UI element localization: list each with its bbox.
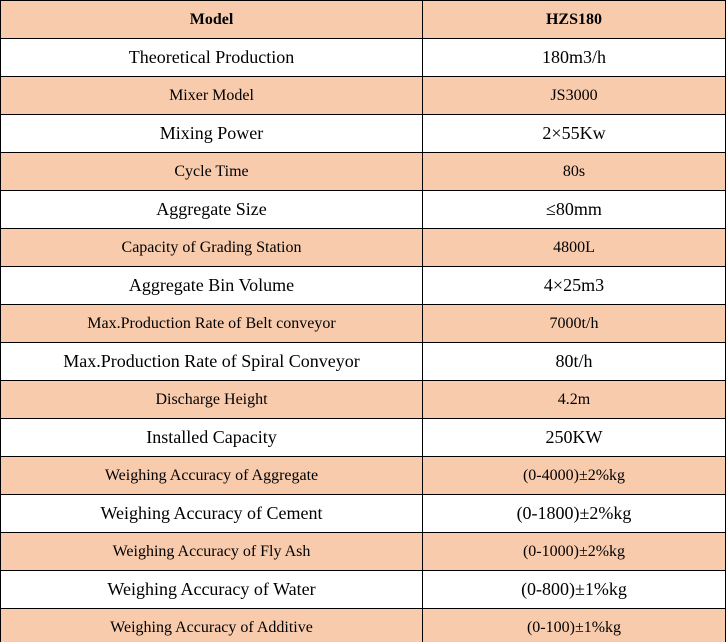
table-row: Max.Production Rate of Spiral Conveyor 80…	[0, 342, 726, 381]
table-body: Theoretical Production 180m3/h Mixer Model…	[0, 38, 726, 642]
table-row: Mixer Model JS3000	[0, 76, 726, 115]
table-row: Installed Capacity 250KW	[0, 418, 726, 457]
parameter-cell: Weighing Accuracy of Cement	[0, 494, 423, 533]
value-cell: JS3000	[422, 76, 726, 115]
value-cell: 4×25m3	[422, 266, 726, 305]
value-cell: (0-1000)±2%kg	[422, 532, 726, 571]
table-row: Capacity of Grading Station 4800L	[0, 228, 726, 267]
parameter-cell: Cycle Time	[0, 152, 423, 191]
header-row: Model HZS180	[0, 0, 726, 39]
value-cell: (0-800)±1%kg	[422, 570, 726, 609]
parameter-cell: Capacity of Grading Station	[0, 228, 423, 267]
parameter-cell: Weighing Accuracy of Water	[0, 570, 423, 609]
parameter-cell: Weighing Accuracy of Fly Ash	[0, 532, 423, 571]
header-cell: HZS180	[422, 0, 726, 39]
value-cell: 80t/h	[422, 342, 726, 381]
value-cell: 7000t/h	[422, 304, 726, 343]
value-cell: (0-100)±1%kg	[422, 608, 726, 642]
value-cell: (0-4000)±2%kg	[422, 456, 726, 495]
parameter-cell: Mixing Power	[0, 114, 423, 153]
table-row: Discharge Height 4.2m	[0, 380, 726, 419]
parameter-cell: Mixer Model	[0, 76, 423, 115]
parameter-cell: Aggregate Size	[0, 190, 423, 229]
parameter-cell: Aggregate Bin Volume	[0, 266, 423, 305]
table-row: Cycle Time 80s	[0, 152, 726, 191]
value-cell: 2×55Kw	[422, 114, 726, 153]
value-cell: 250KW	[422, 418, 726, 457]
table-row: Aggregate Size ≤80mm	[0, 190, 726, 229]
parameter-cell: Weighing Accuracy of Aggregate	[0, 456, 423, 495]
value-cell: ≤80mm	[422, 190, 726, 229]
value-cell: 4800L	[422, 228, 726, 267]
table-row: Mixing Power 2×55Kw	[0, 114, 726, 153]
value-cell: 80s	[422, 152, 726, 191]
table-row: Weighing Accuracy of Additive (0-100)±1%k…	[0, 608, 726, 642]
table-row: Weighing Accuracy of Water (0-800)±1%kg	[0, 570, 726, 609]
value-cell: 180m3/h	[422, 38, 726, 77]
parameter-cell: Theoretical Production	[0, 38, 423, 77]
value-cell: 4.2m	[422, 380, 726, 419]
parameter-cell: Max.Production Rate of Belt conveyor	[0, 304, 423, 343]
table-row: Max.Production Rate of Belt conveyor 7000…	[0, 304, 726, 343]
table-row: Weighing Accuracy of Cement (0-1800)±2%kg	[0, 494, 726, 533]
parameter-cell: Weighing Accuracy of Additive	[0, 608, 423, 642]
value-cell: (0-1800)±2%kg	[422, 494, 726, 533]
parameter-cell: Max.Production Rate of Spiral Conveyor	[0, 342, 423, 381]
table-row: Aggregate Bin Volume 4×25m3	[0, 266, 726, 305]
table-row: Weighing Accuracy of Aggregate (0-4000)±2…	[0, 456, 726, 495]
parameter-cell: Installed Capacity	[0, 418, 423, 457]
table-row: Theoretical Production 180m3/h	[0, 38, 726, 77]
header-cell: Model	[0, 0, 423, 39]
table-row: Weighing Accuracy of Fly Ash (0-1000)±2%k…	[0, 532, 726, 571]
parameter-cell: Discharge Height	[0, 380, 423, 419]
